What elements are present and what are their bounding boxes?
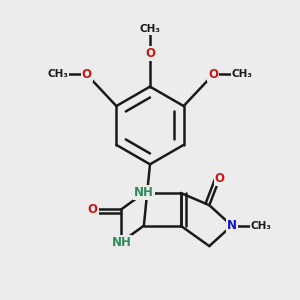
Text: O: O <box>88 203 98 216</box>
Text: O: O <box>208 68 218 81</box>
Text: NH: NH <box>134 186 154 200</box>
Text: O: O <box>82 68 92 81</box>
Text: O: O <box>145 47 155 60</box>
Text: CH₃: CH₃ <box>232 69 253 79</box>
Text: CH₃: CH₃ <box>140 24 160 34</box>
Text: N: N <box>227 219 237 232</box>
Text: NH: NH <box>111 236 131 248</box>
Text: O: O <box>214 172 224 185</box>
Text: CH₃: CH₃ <box>251 221 272 231</box>
Text: CH₃: CH₃ <box>47 69 68 79</box>
